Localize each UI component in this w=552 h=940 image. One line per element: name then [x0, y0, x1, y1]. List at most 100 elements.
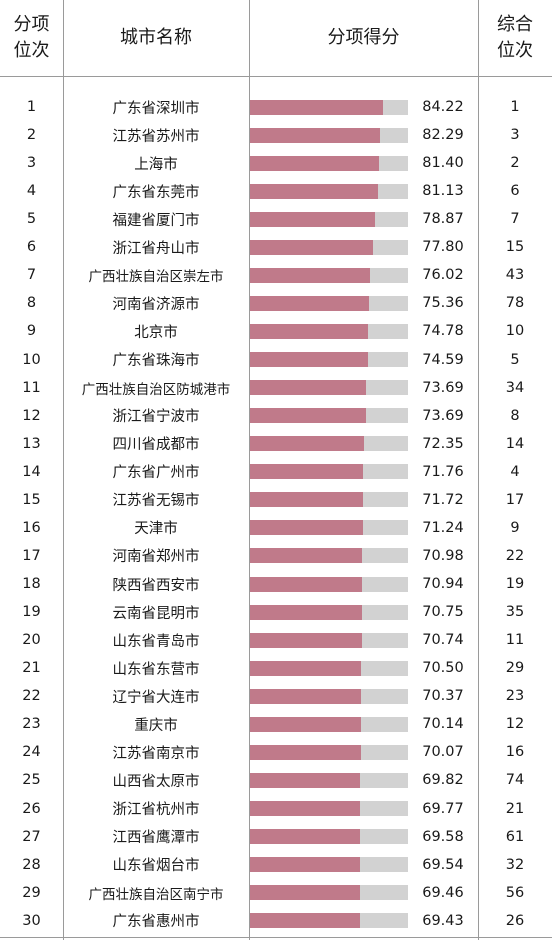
rank-cell: 30	[22, 912, 41, 929]
overall-rank-cell: 23	[505, 688, 525, 705]
rank-cell: 9	[26, 323, 37, 340]
score-bar	[250, 183, 379, 199]
score-value: 70.74	[422, 632, 464, 649]
rank-cell: 23	[22, 716, 41, 733]
rank-cell: 27	[22, 828, 41, 845]
score-bar	[250, 744, 361, 760]
score-bar	[250, 716, 361, 732]
rank-cell: 22	[22, 688, 41, 705]
score-value: 81.13	[422, 183, 464, 200]
rank-cell: 18	[22, 576, 41, 593]
score-bar-track	[250, 660, 408, 676]
overall-rank-cell: 8	[510, 407, 520, 424]
score-bar-track	[250, 267, 408, 283]
header-divider	[0, 76, 552, 77]
score-bar	[250, 464, 364, 480]
header-city: 城市名称	[120, 27, 192, 48]
score-bar-track	[250, 380, 408, 396]
rank-cell: 17	[22, 547, 41, 564]
score-bar	[250, 155, 379, 171]
city-name: 福建省厦门市	[112, 212, 200, 229]
overall-rank-cell: 74	[505, 772, 525, 789]
score-value: 70.94	[422, 576, 464, 593]
score-bar	[250, 688, 362, 704]
city-name: 四川省成都市	[112, 437, 200, 454]
overall-rank-cell: 34	[505, 379, 525, 396]
score-bar	[250, 829, 360, 845]
city-name: 广西壮族自治区南宁市	[88, 886, 224, 903]
score-value: 69.82	[422, 772, 464, 789]
overall-rank-cell: 2	[510, 155, 520, 172]
overall-rank-cell: 3	[510, 127, 520, 144]
score-bar	[250, 99, 384, 115]
city-name: 山西省太原市	[112, 773, 200, 790]
score-value: 81.40	[422, 155, 464, 172]
rank-cell: 2	[26, 127, 37, 144]
rank-cell: 13	[22, 435, 41, 452]
rank-cell: 29	[22, 884, 41, 901]
overall-rank-cell: 35	[505, 604, 525, 621]
overall-rank-cell: 16	[505, 744, 525, 761]
score-bar	[250, 408, 367, 424]
overall-rank-cell: 7	[510, 211, 520, 228]
score-value: 74.78	[422, 323, 464, 340]
score-bar	[250, 267, 371, 283]
rank-cell: 6	[26, 239, 37, 256]
score-value: 69.77	[422, 800, 464, 817]
score-bar-track	[250, 857, 408, 873]
city-name: 重庆市	[134, 717, 178, 734]
score-bar-track	[250, 436, 408, 452]
score-bar	[250, 885, 360, 901]
rank-cell: 28	[22, 856, 41, 873]
score-bar	[250, 352, 368, 368]
city-name: 江苏省南京市	[112, 745, 200, 762]
score-value: 73.69	[422, 407, 464, 424]
score-bar	[250, 913, 360, 929]
score-value: 70.75	[422, 604, 464, 621]
score-bar	[250, 801, 361, 816]
score-bar	[250, 380, 367, 396]
score-bar	[250, 576, 363, 592]
header-rank: 分项 位次	[13, 14, 50, 61]
score-bar-track	[250, 239, 408, 255]
score-bar-track	[250, 688, 408, 704]
rank-cell: 20	[22, 632, 41, 649]
overall-rank-cell: 43	[505, 267, 525, 284]
city-name: 山东省青岛市	[112, 633, 200, 650]
overall-rank-cell: 19	[505, 576, 525, 593]
city-name: 北京市	[134, 324, 178, 341]
score-value: 71.72	[422, 491, 464, 508]
overall-rank-cell: 17	[505, 491, 525, 508]
score-value: 73.69	[422, 379, 464, 396]
rank-cell: 12	[22, 407, 41, 424]
city-name: 广东省珠海市	[112, 353, 200, 370]
overall-rank-cell: 32	[505, 856, 525, 873]
column-divider	[63, 0, 64, 940]
overall-rank-cell: 26	[505, 912, 525, 929]
overall-rank-cell: 15	[505, 239, 525, 256]
city-name: 浙江省宁波市	[112, 409, 200, 426]
score-bar	[250, 323, 369, 339]
city-name: 天津市	[134, 521, 178, 538]
overall-rank-cell: 11	[505, 632, 525, 649]
score-bar-track	[250, 548, 408, 564]
column-divider	[478, 0, 479, 940]
score-bar-track	[250, 99, 408, 115]
score-bar	[250, 436, 365, 452]
score-bar-track	[250, 464, 408, 480]
rank-cell: 11	[22, 379, 41, 396]
overall-rank-cell: 22	[505, 547, 525, 564]
score-value: 76.02	[422, 267, 464, 284]
rank-cell: 10	[22, 351, 41, 368]
score-bar-track	[250, 492, 408, 508]
score-bar-track	[250, 576, 408, 592]
score-bar-track	[250, 352, 408, 368]
city-name: 江苏省无锡市	[112, 493, 200, 510]
score-bar-track	[250, 127, 408, 143]
city-name: 江西省鹰潭市	[112, 830, 200, 847]
score-value: 69.58	[422, 828, 464, 845]
score-bar-track	[250, 604, 408, 620]
score-bar-track	[250, 913, 408, 929]
score-bar-track	[250, 744, 408, 760]
